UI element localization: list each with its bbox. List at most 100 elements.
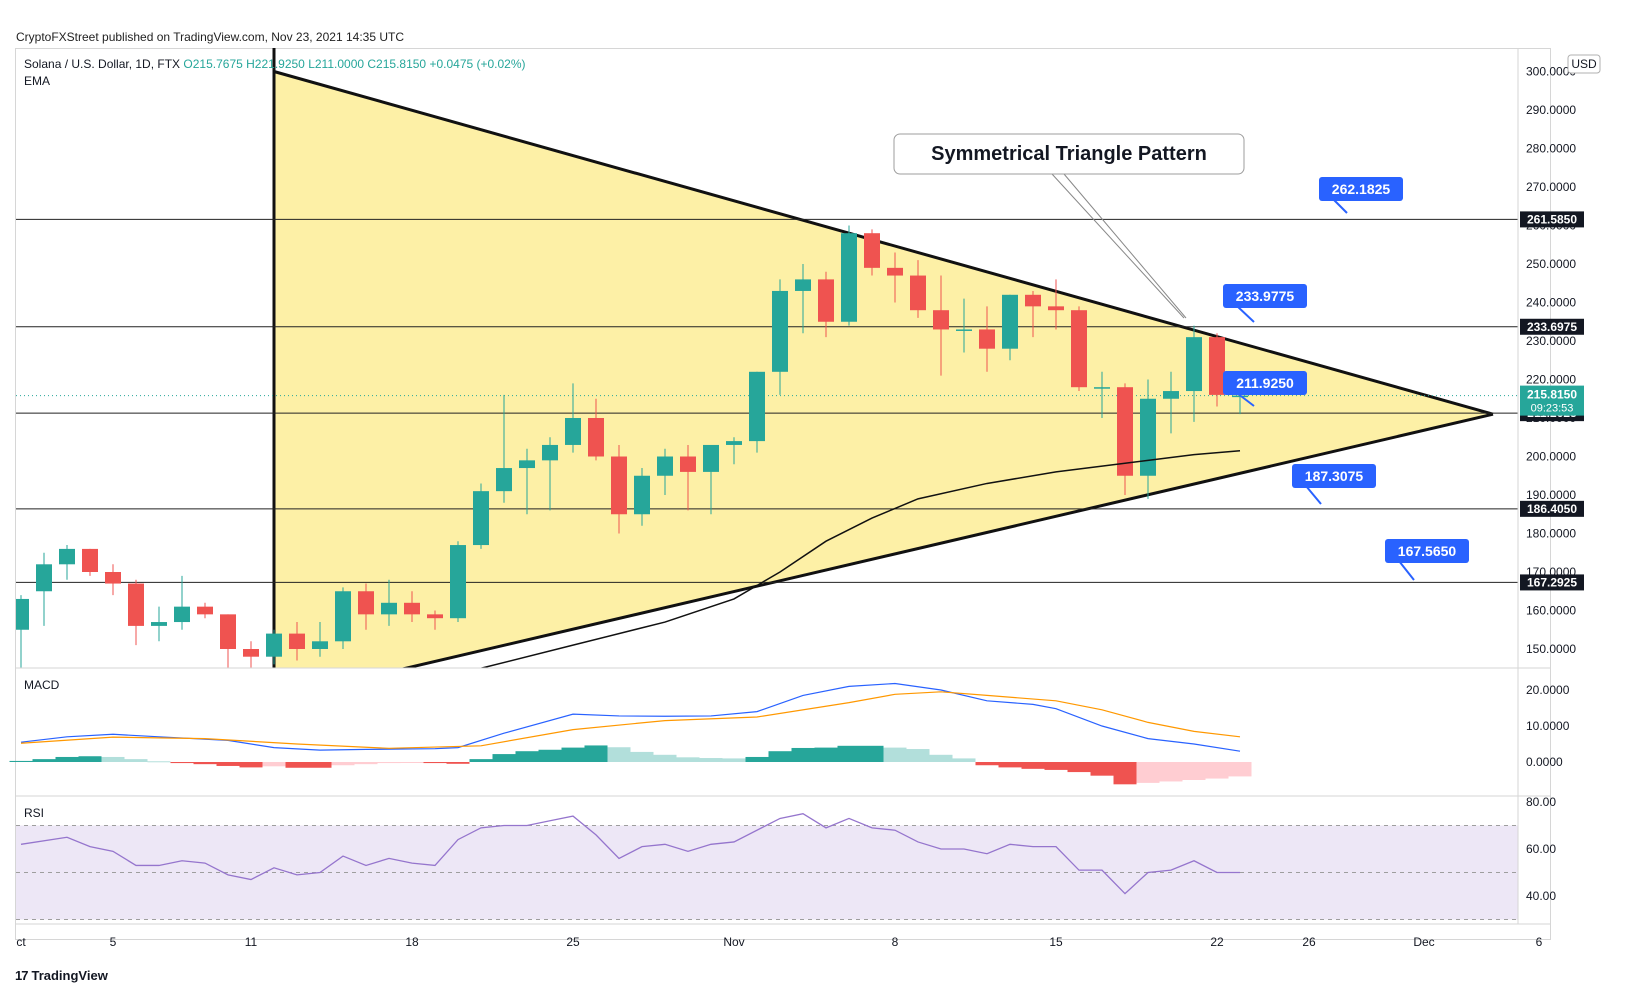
ema-indicator-label[interactable]: EMA xyxy=(24,74,51,88)
currency-badge xyxy=(1567,54,1601,74)
ohlc-change: +0.0475 (+0.02%) xyxy=(429,57,526,71)
macd-histogram-bar xyxy=(699,758,723,762)
level-callout-box xyxy=(1223,284,1307,308)
level-callout-box xyxy=(1385,539,1469,563)
macd-histogram-bar xyxy=(308,762,332,768)
macd-histogram-bar xyxy=(676,757,700,762)
macd-histogram-bar xyxy=(1205,762,1229,779)
current-price-tag xyxy=(1520,385,1584,416)
candle-body xyxy=(1209,337,1225,395)
candle-body xyxy=(933,310,949,330)
time-axis-tick-label: 22 xyxy=(1210,935,1224,949)
ema-line xyxy=(480,449,1241,668)
level-price-tag-label: 233.6975 xyxy=(1527,320,1577,334)
annotation-pointer xyxy=(1063,173,1187,319)
level-callout-label: 187.3075 xyxy=(1305,468,1364,484)
triangle-lower-line xyxy=(400,412,1494,668)
macd-histogram-bar xyxy=(216,762,240,766)
macd-histogram-bar xyxy=(423,762,447,764)
candle-body xyxy=(128,583,144,626)
candle-body xyxy=(634,475,650,515)
candle-body xyxy=(105,572,121,584)
time-axis-tick-label: 26 xyxy=(1302,935,1316,949)
candle-body xyxy=(680,456,696,472)
macd-histogram-bar xyxy=(860,745,884,762)
candle-body xyxy=(519,460,535,469)
ohlc-high: H221.9250 xyxy=(246,57,305,71)
symbol-legend: Solana / U.S. Dollar, 1D, FTX O215.7675 … xyxy=(24,57,526,71)
macd-histogram-bar xyxy=(814,747,838,762)
macd-histogram-bar xyxy=(906,749,930,762)
level-price-tag-label: 167.2925 xyxy=(1527,575,1577,589)
level-callout-label: 167.5650 xyxy=(1398,543,1457,559)
axes: 150.0000160.0000170.0000180.0000190.0000… xyxy=(16,48,1601,949)
time-axis-tick-label: Dec xyxy=(1413,935,1434,949)
rsi-axis-tick-label: 80.00 xyxy=(1526,795,1556,809)
candle-body xyxy=(979,329,995,349)
rsi-pane-label[interactable]: RSI xyxy=(24,806,45,820)
candle-body xyxy=(1094,387,1110,389)
macd-histogram-bar xyxy=(446,762,470,764)
time-axis-tick-label: 25 xyxy=(566,935,580,949)
level-price-tag-label: 186.4050 xyxy=(1527,502,1577,516)
candle-body xyxy=(1025,294,1041,307)
candle-body xyxy=(1048,306,1064,311)
macd-histogram-bar xyxy=(998,762,1022,768)
macd-histogram-bar xyxy=(584,745,608,762)
candle-body xyxy=(588,418,604,457)
level-callout-label: 211.9250 xyxy=(1236,375,1294,391)
price-axis-tick-label: 280.0000 xyxy=(1526,142,1576,156)
level-callout-box xyxy=(1223,371,1307,395)
candle-body xyxy=(358,591,374,615)
macd-histogram-bar xyxy=(55,756,79,762)
macd-pane-label[interactable]: MACD xyxy=(24,678,60,692)
candle-body xyxy=(36,564,52,592)
ohlc-close: C215.8150 xyxy=(367,57,427,71)
macd-histogram-bar xyxy=(9,760,33,762)
level-callout-box xyxy=(1292,464,1376,488)
price-axis-tick-label: 230.0000 xyxy=(1526,334,1576,348)
candle-body xyxy=(1163,391,1179,399)
symbol-name: Solana / U.S. Dollar, 1D, FTX xyxy=(24,57,181,71)
macd-histogram-bar xyxy=(469,759,493,762)
macd-histogram-bar xyxy=(170,762,194,764)
candle-body xyxy=(312,641,328,649)
tradingview-logo[interactable]: 17 TradingView xyxy=(15,968,108,983)
macd-axis-tick-label: 0.0000 xyxy=(1526,755,1563,769)
candle-body xyxy=(82,548,98,572)
tradingview-wordmark: TradingView xyxy=(31,968,108,983)
price-axis-tick-label: 150.0000 xyxy=(1526,642,1576,656)
macd-histogram-bar xyxy=(1136,762,1160,783)
macd-histogram-bar xyxy=(147,761,171,763)
candle-body xyxy=(197,606,213,615)
macd-histogram-bar xyxy=(1159,762,1183,782)
macd-histogram-bar xyxy=(1067,762,1091,773)
macd-histogram-bar xyxy=(515,751,539,762)
time-axis-tick-label: 15 xyxy=(1049,935,1063,949)
macd-histogram-bar xyxy=(837,745,861,762)
macd-histogram-bar xyxy=(1182,762,1206,780)
macd-histogram-bar xyxy=(262,762,286,767)
macd-histogram-bar xyxy=(791,747,815,762)
publisher-line: CryptoFXStreet published on TradingView.… xyxy=(16,30,404,44)
price-axis-tick-label: 250.0000 xyxy=(1526,257,1576,271)
price-axis-tick-label: 220.0000 xyxy=(1526,373,1576,387)
tradingview-logo-icon: 17 xyxy=(15,968,29,983)
macd-axis-tick-label: 10.0000 xyxy=(1526,719,1570,733)
candle-body xyxy=(289,633,305,649)
candle-body xyxy=(450,545,466,619)
candle-body xyxy=(657,456,673,476)
rsi-axis-tick-label: 40.00 xyxy=(1526,889,1556,903)
candle-body xyxy=(16,598,29,630)
macd-histogram-bar xyxy=(561,747,585,762)
currency-label: USD xyxy=(1571,57,1597,71)
candle-body xyxy=(795,279,811,291)
macd-histogram-bar xyxy=(239,762,263,768)
price-axis-tick-label: 240.0000 xyxy=(1526,296,1576,310)
candle-body xyxy=(381,602,397,615)
level-callout-pointer xyxy=(1236,392,1255,407)
candle-body xyxy=(542,444,558,461)
candle-body xyxy=(151,622,167,626)
time-axis-tick-label: 11 xyxy=(245,935,258,949)
